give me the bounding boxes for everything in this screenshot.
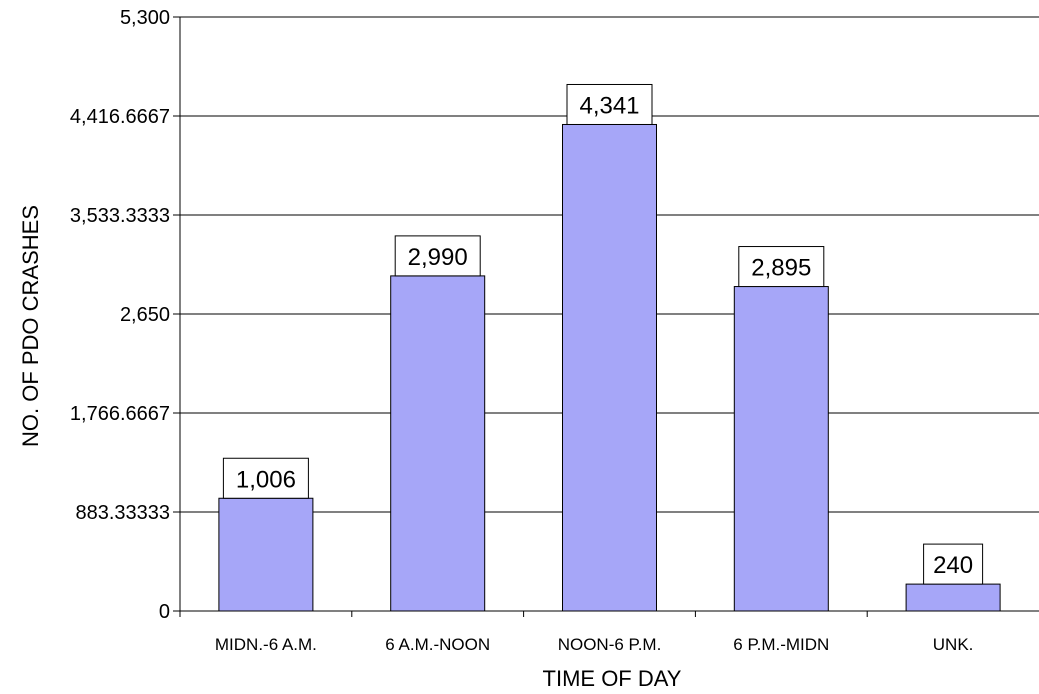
y-tick-label: 3,533.3333	[70, 205, 170, 227]
data-label: 4,341	[579, 92, 639, 119]
y-tick-label: 5,300	[120, 7, 170, 29]
data-labels: 1,006 2,990 4,341 2,895 240	[222, 83, 984, 585]
x-tick-labels: MIDN.-6 A.M. 6 A.M.-NOON NOON-6 P.M. 6 P.M.…	[215, 635, 974, 654]
data-label-box	[738, 246, 825, 288]
y-tick-label: 883.33333	[75, 502, 170, 524]
bar	[562, 123, 657, 612]
axes	[173, 16, 1039, 617]
data-label-box	[923, 543, 984, 585]
x-tick-label: NOON-6 P.M.	[558, 635, 662, 654]
x-axis-title: TIME OF DAY	[543, 666, 682, 691]
y-axis-title: NO. OF PDO CRASHES	[18, 205, 43, 447]
data-label: 2,990	[408, 244, 468, 271]
data-label: 240	[933, 552, 973, 579]
x-tick-label: MIDN.-6 A.M.	[215, 635, 317, 654]
y-tick-label: 1,766.6667	[70, 403, 170, 425]
bar	[390, 275, 486, 612]
y-tick-label: 2,650	[120, 304, 170, 326]
y-tick-label: 0	[159, 601, 170, 623]
y-tick-label: 4,416.6667	[70, 106, 170, 128]
x-tick-label: 6 P.M.-MIDN	[733, 635, 829, 654]
data-label: 1,006	[236, 466, 296, 493]
bars	[218, 123, 1001, 612]
bar	[905, 583, 1001, 612]
bar	[733, 286, 829, 612]
data-label-box	[566, 83, 653, 125]
data-label-box	[394, 235, 481, 277]
x-tick-label: 6 A.M.-NOON	[385, 635, 490, 654]
data-label-box	[222, 457, 309, 499]
x-tick-label: UNK.	[933, 635, 974, 654]
data-label: 2,895	[751, 255, 811, 282]
y-tick-labels: 0 883.33333 1,766.6667 2,650 3,533.3333 4,416…	[70, 7, 170, 623]
bar	[218, 497, 314, 612]
